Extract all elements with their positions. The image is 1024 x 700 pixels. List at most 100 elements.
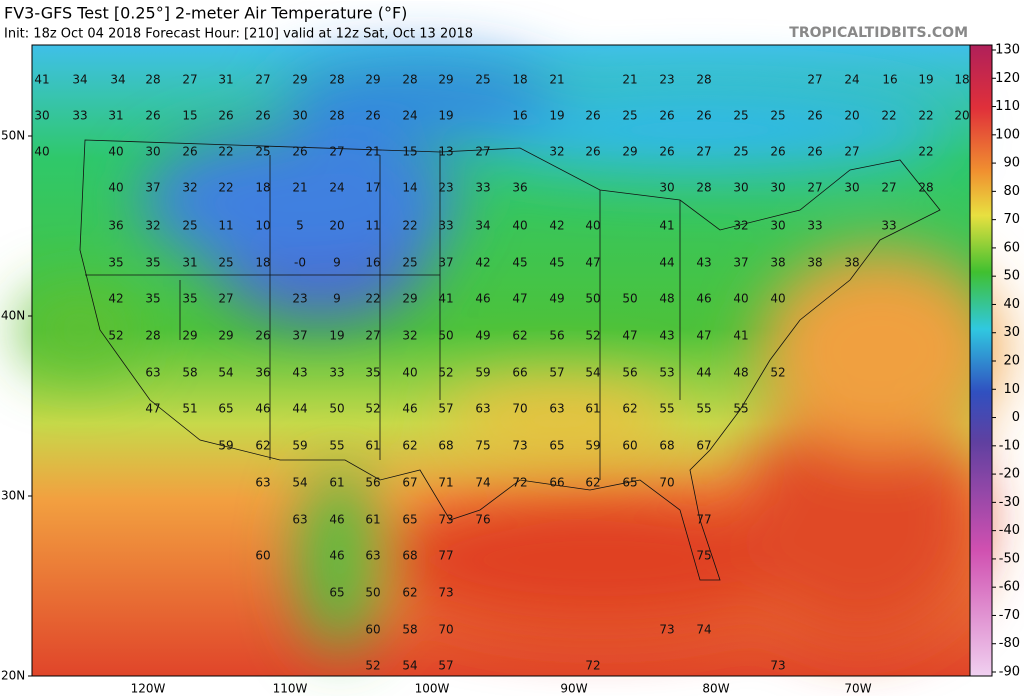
temperature-label: 17 <box>365 181 380 195</box>
temperature-label: 26 <box>218 109 233 123</box>
temperature-label: 13 <box>438 145 453 159</box>
temperature-label: 52 <box>585 329 600 343</box>
temperature-label: 25 <box>218 256 233 270</box>
temperature-label: 63 <box>145 366 160 380</box>
temperature-label: 59 <box>585 439 600 453</box>
temperature-label: 54 <box>292 476 307 490</box>
temperature-label: 40 <box>34 145 49 159</box>
longitude-label: 80W <box>702 682 729 696</box>
temperature-label: 31 <box>218 73 233 87</box>
temperature-label: 26 <box>292 145 307 159</box>
temperature-label: 46 <box>475 292 490 306</box>
temperature-label: 68 <box>659 439 674 453</box>
temperature-label: 57 <box>438 659 453 673</box>
temperature-label: 19 <box>438 109 453 123</box>
temperature-label: 74 <box>696 623 711 637</box>
temperature-label: 61 <box>365 513 380 527</box>
temperature-label: 73 <box>659 623 674 637</box>
colorbar-label: 20 <box>1003 354 1020 369</box>
temperature-label: 18 <box>954 73 969 87</box>
temperature-label: 28 <box>145 329 160 343</box>
temperature-label: 52 <box>365 659 380 673</box>
temperature-label: 26 <box>255 329 270 343</box>
colorbar-label: -30 <box>999 495 1020 510</box>
temperature-label: 18 <box>512 73 527 87</box>
temperature-label: 27 <box>696 145 711 159</box>
temperature-label: 46 <box>255 402 270 416</box>
temperature-label: 65 <box>218 402 233 416</box>
temperature-label: 55 <box>659 402 674 416</box>
temperature-label: 56 <box>365 476 380 490</box>
temperature-label: 32 <box>402 329 417 343</box>
longitude-label: 70W <box>844 682 871 696</box>
temperature-label: 25 <box>255 145 270 159</box>
subtitle: Init: 18z Oct 04 2018 Forecast Hour: [21… <box>4 27 473 42</box>
colorbar-label: 110 <box>995 99 1020 114</box>
longitude-label: 90W <box>560 682 587 696</box>
temperature-label: 62 <box>622 402 637 416</box>
temperature-label: 9 <box>333 256 341 270</box>
temperature-label: 73 <box>438 513 453 527</box>
temperature-label: 27 <box>807 73 822 87</box>
temperature-label: 28 <box>696 181 711 195</box>
temperature-label: 21 <box>549 73 564 87</box>
temperature-label: 41 <box>733 329 748 343</box>
temperature-label: 27 <box>218 292 233 306</box>
temperature-label: 40 <box>108 181 123 195</box>
temperature-label: 23 <box>292 292 307 306</box>
temperature-label: 43 <box>659 329 674 343</box>
colorbar-label: 100 <box>995 127 1020 142</box>
temperature-label: 71 <box>438 476 453 490</box>
colorbar-label: -90 <box>999 665 1020 680</box>
temperature-label: 45 <box>512 256 527 270</box>
temperature-label: 52 <box>770 366 785 380</box>
temperature-label: 65 <box>549 439 564 453</box>
temperature-label: 20 <box>844 109 859 123</box>
longitude-label: 110W <box>273 682 308 696</box>
colorbar-label: -20 <box>999 467 1020 482</box>
temperature-label: 37 <box>292 329 307 343</box>
temperature-label: 62 <box>402 439 417 453</box>
temperature-label: 49 <box>549 292 564 306</box>
temperature-label: 50 <box>622 292 637 306</box>
temperature-label: 52 <box>365 402 380 416</box>
temperature-label: 24 <box>402 109 417 123</box>
temperature-label: 38 <box>807 256 822 270</box>
temperature-label: 35 <box>365 366 380 380</box>
temperature-label: 47 <box>622 329 637 343</box>
temperature-label: 61 <box>329 476 344 490</box>
temperature-label: 11 <box>365 219 380 233</box>
temperature-label: 22 <box>918 109 933 123</box>
colorbar-label: 10 <box>1003 382 1020 397</box>
colorbar-label: -80 <box>999 636 1020 651</box>
temperature-label: 46 <box>402 402 417 416</box>
temperature-label: 44 <box>292 402 307 416</box>
temperature-label: 26 <box>585 145 600 159</box>
temperature-label: 32 <box>733 219 748 233</box>
temperature-label: 33 <box>807 219 822 233</box>
temperature-label: 26 <box>807 145 822 159</box>
temperature-label: 73 <box>770 659 785 673</box>
temperature-label: 77 <box>696 513 711 527</box>
temperature-label: 30 <box>292 109 307 123</box>
temperature-label: 16 <box>512 109 527 123</box>
temperature-label: 50 <box>585 292 600 306</box>
temperature-label: 29 <box>182 329 197 343</box>
temperature-label: 5 <box>296 219 304 233</box>
temperature-label: 70 <box>659 476 674 490</box>
temperature-label: 35 <box>108 256 123 270</box>
temperature-label: 26 <box>145 109 160 123</box>
temperature-label: 48 <box>733 366 748 380</box>
temperature-label: 37 <box>145 181 160 195</box>
temperature-label: 25 <box>475 73 490 87</box>
temperature-label: 55 <box>696 402 711 416</box>
temperature-label: 33 <box>72 109 87 123</box>
temperature-label: 29 <box>218 329 233 343</box>
temperature-label: 23 <box>659 73 674 87</box>
colorbar-label: -10 <box>999 438 1020 453</box>
temperature-label: 56 <box>622 366 637 380</box>
temperature-label: 28 <box>329 73 344 87</box>
temperature-label: 33 <box>329 366 344 380</box>
temperature-label: 46 <box>329 549 344 563</box>
